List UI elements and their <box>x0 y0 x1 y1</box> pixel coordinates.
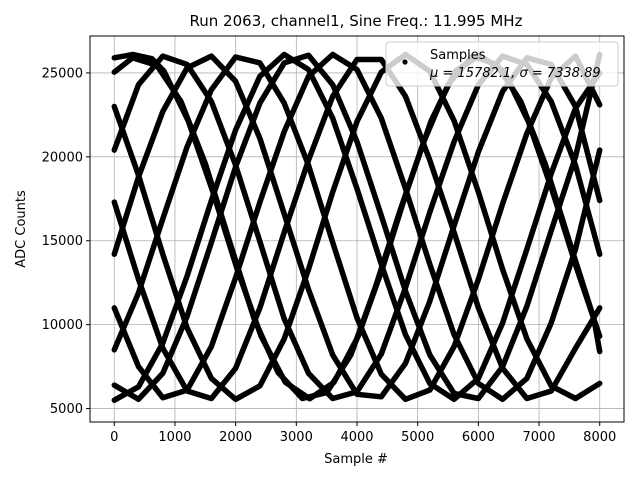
y-tick-label: 5000 <box>50 402 83 417</box>
x-tick-label: 0 <box>110 430 118 445</box>
y-axis: 5000 10000 15000 20000 25000 <box>42 66 90 417</box>
x-tick-label: 1000 <box>158 430 191 445</box>
legend-marker <box>402 59 408 65</box>
sample-trace-10 <box>111 51 603 403</box>
x-tick-label: 2000 <box>219 430 252 445</box>
sample-trace-3 <box>111 51 603 403</box>
x-tick-label: 7000 <box>522 430 555 445</box>
x-axis-label: Sample # <box>324 452 388 467</box>
y-tick-label: 20000 <box>42 150 83 165</box>
legend: Samples μ = 15782.1, σ = 7338.89 <box>385 41 619 87</box>
legend-box <box>385 41 619 87</box>
x-tick-label: 4000 <box>340 430 373 445</box>
legend-stats: μ = 15782.1, σ = 7338.89 <box>429 66 601 81</box>
y-tick-label: 15000 <box>42 234 83 249</box>
y-axis-label: ADC Counts <box>14 190 29 268</box>
legend-label: Samples <box>430 48 486 63</box>
x-tick-label: 5000 <box>401 430 434 445</box>
y-tick-label: 25000 <box>42 66 83 81</box>
sample-trace-7 <box>111 51 603 403</box>
x-axis: 0 1000 2000 3000 4000 5000 6000 7000 8000 <box>110 422 616 445</box>
x-tick-label: 8000 <box>583 430 616 445</box>
x-tick-label: 3000 <box>280 430 313 445</box>
sample-trace-8 <box>111 53 603 403</box>
chart-title: Run 2063, channel1, Sine Freq.: 11.995 M… <box>190 12 523 30</box>
sample-trace-9 <box>111 51 603 403</box>
y-tick-label: 10000 <box>42 318 83 333</box>
x-tick-label: 6000 <box>462 430 495 445</box>
